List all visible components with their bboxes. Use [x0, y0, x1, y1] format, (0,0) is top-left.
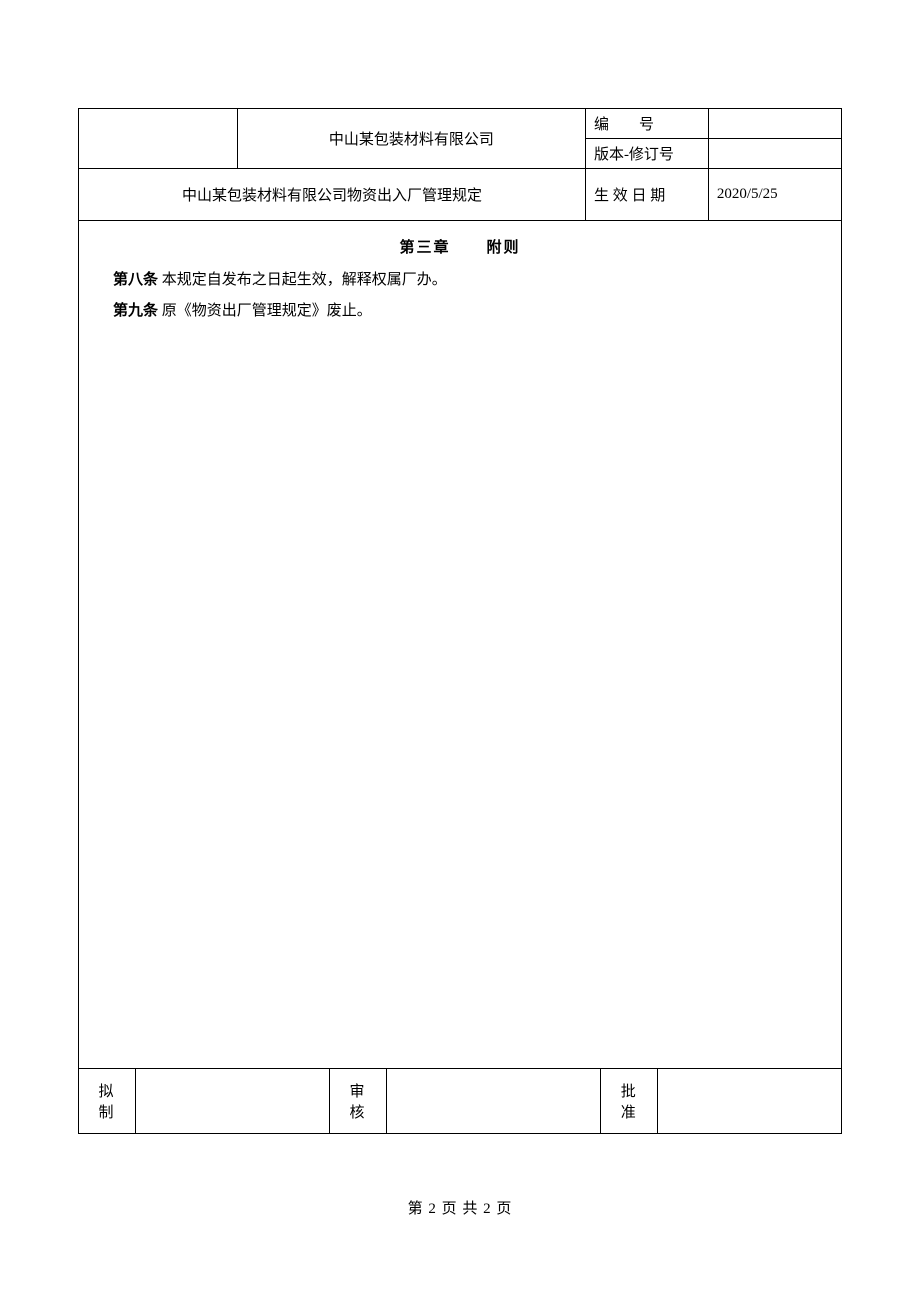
reviewed-label: 审 核: [329, 1069, 386, 1134]
article-9: 第九条 原《物资出厂管理规定》废止。: [113, 296, 807, 328]
chapter-title-text: 附则: [487, 240, 521, 256]
drafted-value: [136, 1069, 330, 1134]
article-label: 第八条: [113, 272, 158, 288]
doc-title: 中山某包装材料有限公司物资出入厂管理规定: [79, 169, 586, 221]
header-table: 中山某包装材料有限公司 编 号 版本-修订号 中山某包装材料有限公司物资出入厂管…: [78, 108, 842, 221]
footer-table: 拟 制 审 核 批 准: [78, 1069, 842, 1134]
drafted-label: 拟 制: [79, 1069, 136, 1134]
version-label: 版本-修订号: [585, 139, 708, 169]
content-area: 第三章 附则 第八条 本规定自发布之日起生效，解释权属厂办。 第九条 原《物资出厂…: [78, 221, 842, 1069]
doc-number-value: [708, 109, 841, 139]
article-text: 原《物资出厂管理规定》废止。: [162, 303, 372, 319]
article-8: 第八条 本规定自发布之日起生效，解释权属厂办。: [113, 265, 807, 297]
approved-value: [658, 1069, 842, 1134]
effective-date-value: 2020/5/25: [708, 169, 841, 221]
chapter-label: 第三章: [399, 240, 450, 256]
logo-cell: [79, 109, 238, 169]
article-label: 第九条: [113, 303, 158, 319]
reviewed-value: [387, 1069, 601, 1134]
approved-label: 批 准: [601, 1069, 658, 1134]
article-text: 本规定自发布之日起生效，解释权属厂办。: [162, 272, 447, 288]
company-name: 中山某包装材料有限公司: [237, 109, 585, 169]
page-indicator: 第 2 页 共 2 页: [0, 1197, 920, 1218]
version-value: [708, 139, 841, 169]
chapter-heading: 第三章 附则: [113, 233, 807, 265]
effective-date-label: 生 效 日 期: [585, 169, 708, 221]
doc-number-label: 编 号: [585, 109, 708, 139]
